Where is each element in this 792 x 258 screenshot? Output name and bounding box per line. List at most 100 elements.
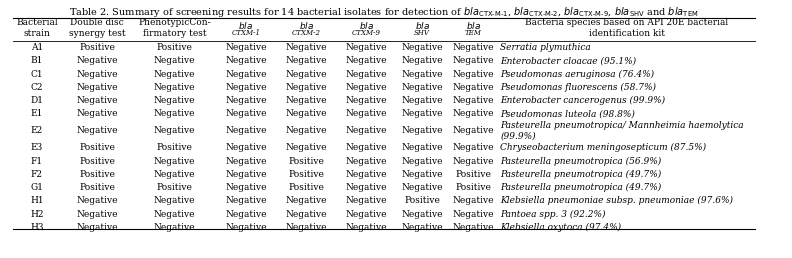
Text: Pasteurella pneumotropica (56.9%): Pasteurella pneumotropica (56.9%) (501, 157, 661, 166)
Text: Klebsiella oxytoca (97.4%): Klebsiella oxytoca (97.4%) (501, 223, 622, 232)
Text: Negative: Negative (76, 83, 118, 92)
Text: Negative: Negative (76, 223, 118, 232)
Text: Positive: Positive (455, 183, 491, 192)
Text: Negative: Negative (76, 210, 118, 219)
Text: F1: F1 (31, 157, 43, 166)
Text: Negative: Negative (452, 126, 494, 135)
Text: Negative: Negative (346, 126, 387, 135)
Text: Negative: Negative (346, 56, 387, 65)
Text: Negative: Negative (402, 143, 443, 152)
Text: Negative: Negative (225, 83, 267, 92)
Text: Negative: Negative (402, 170, 443, 179)
Text: Negative: Negative (154, 157, 196, 166)
Text: Negative: Negative (286, 96, 327, 105)
Text: E3: E3 (31, 143, 43, 152)
Text: Negative: Negative (286, 196, 327, 205)
Text: CTXM-2: CTXM-2 (291, 29, 321, 37)
Text: Negative: Negative (346, 83, 387, 92)
Text: B1: B1 (31, 56, 43, 65)
Text: Negative: Negative (402, 96, 443, 105)
Text: Negative: Negative (346, 70, 387, 79)
Text: Negative: Negative (452, 196, 494, 205)
Text: Negative: Negative (402, 83, 443, 92)
Text: Pantoea spp. 3 (92.2%): Pantoea spp. 3 (92.2%) (501, 209, 606, 219)
Text: Negative: Negative (76, 70, 118, 79)
Text: Negative: Negative (154, 196, 196, 205)
Text: Negative: Negative (452, 210, 494, 219)
Text: $\it{bla}$: $\it{bla}$ (415, 20, 430, 31)
Text: H2: H2 (30, 210, 44, 219)
Text: Negative: Negative (346, 183, 387, 192)
Text: $\it{bla}$: $\it{bla}$ (238, 20, 253, 31)
Text: TEM: TEM (465, 29, 482, 37)
Text: Negative: Negative (286, 70, 327, 79)
Text: Negative: Negative (452, 70, 494, 79)
Text: Negative: Negative (346, 143, 387, 152)
Text: Negative: Negative (402, 157, 443, 166)
Text: $\it{bla}$: $\it{bla}$ (359, 20, 374, 31)
Text: Negative: Negative (225, 196, 267, 205)
Text: Negative: Negative (225, 96, 267, 105)
Text: Pseudomonas fluorescens (58.7%): Pseudomonas fluorescens (58.7%) (501, 83, 657, 92)
Text: SHV: SHV (414, 29, 430, 37)
Text: Bacterial
strain: Bacterial strain (16, 19, 58, 38)
Text: Negative: Negative (452, 43, 494, 52)
Text: A1: A1 (31, 43, 43, 52)
Text: Negative: Negative (402, 43, 443, 52)
Text: Negative: Negative (225, 170, 267, 179)
Text: Enterobacter cancerogenus (99.9%): Enterobacter cancerogenus (99.9%) (501, 96, 665, 105)
Text: Negative: Negative (154, 70, 196, 79)
Text: F2: F2 (31, 170, 43, 179)
Text: Negative: Negative (154, 170, 196, 179)
Text: Negative: Negative (346, 96, 387, 105)
Text: Negative: Negative (452, 223, 494, 232)
Text: Negative: Negative (225, 56, 267, 65)
Text: Table 2. Summary of screening results for 14 bacterial isolates for detection of: Table 2. Summary of screening results fo… (69, 5, 699, 19)
Text: Negative: Negative (452, 83, 494, 92)
Text: Positive: Positive (157, 183, 192, 192)
Text: Negative: Negative (402, 223, 443, 232)
Text: PhenotypicCon-
firmatory test: PhenotypicCon- firmatory test (139, 19, 211, 38)
Text: Negative: Negative (402, 56, 443, 65)
Text: Positive: Positive (79, 43, 115, 52)
Text: Positive: Positive (288, 170, 324, 179)
Text: $\it{bla}$: $\it{bla}$ (299, 20, 314, 31)
Text: Negative: Negative (346, 157, 387, 166)
Text: Negative: Negative (286, 43, 327, 52)
Text: Chryseobacterium meningosepticum (87.5%): Chryseobacterium meningosepticum (87.5%) (501, 143, 706, 152)
Text: E1: E1 (31, 109, 43, 118)
Text: Klebsiella pneumoniae subsp. pneumoniae (97.6%): Klebsiella pneumoniae subsp. pneumoniae … (501, 196, 733, 205)
Text: Negative: Negative (225, 143, 267, 152)
Text: Negative: Negative (286, 56, 327, 65)
Text: H3: H3 (30, 223, 44, 232)
Text: Negative: Negative (452, 143, 494, 152)
Text: Negative: Negative (286, 126, 327, 135)
Text: CTXM-1: CTXM-1 (231, 29, 261, 37)
Text: Positive: Positive (404, 196, 440, 205)
Text: Negative: Negative (154, 210, 196, 219)
Text: Negative: Negative (225, 126, 267, 135)
Text: Negative: Negative (225, 109, 267, 118)
Text: Negative: Negative (225, 223, 267, 232)
Text: C2: C2 (31, 83, 44, 92)
Text: Negative: Negative (346, 223, 387, 232)
Text: Negative: Negative (286, 223, 327, 232)
Text: Negative: Negative (286, 109, 327, 118)
Text: H1: H1 (30, 196, 44, 205)
Text: Negative: Negative (402, 126, 443, 135)
Text: D1: D1 (30, 96, 44, 105)
Text: Positive: Positive (455, 170, 491, 179)
Text: Negative: Negative (76, 56, 118, 65)
Text: Negative: Negative (346, 196, 387, 205)
Text: Negative: Negative (76, 196, 118, 205)
Text: CTXM-9: CTXM-9 (352, 29, 381, 37)
Text: C1: C1 (31, 70, 44, 79)
Text: Serratia plymuthica: Serratia plymuthica (501, 43, 591, 52)
Text: Negative: Negative (154, 109, 196, 118)
Text: Negative: Negative (402, 109, 443, 118)
Text: Negative: Negative (452, 96, 494, 105)
Text: E2: E2 (31, 126, 43, 135)
Text: Pasteurella pneumotropica (49.7%): Pasteurella pneumotropica (49.7%) (501, 170, 661, 179)
Text: Negative: Negative (154, 223, 196, 232)
Text: Pseudomonas luteola (98.8%): Pseudomonas luteola (98.8%) (501, 109, 635, 118)
